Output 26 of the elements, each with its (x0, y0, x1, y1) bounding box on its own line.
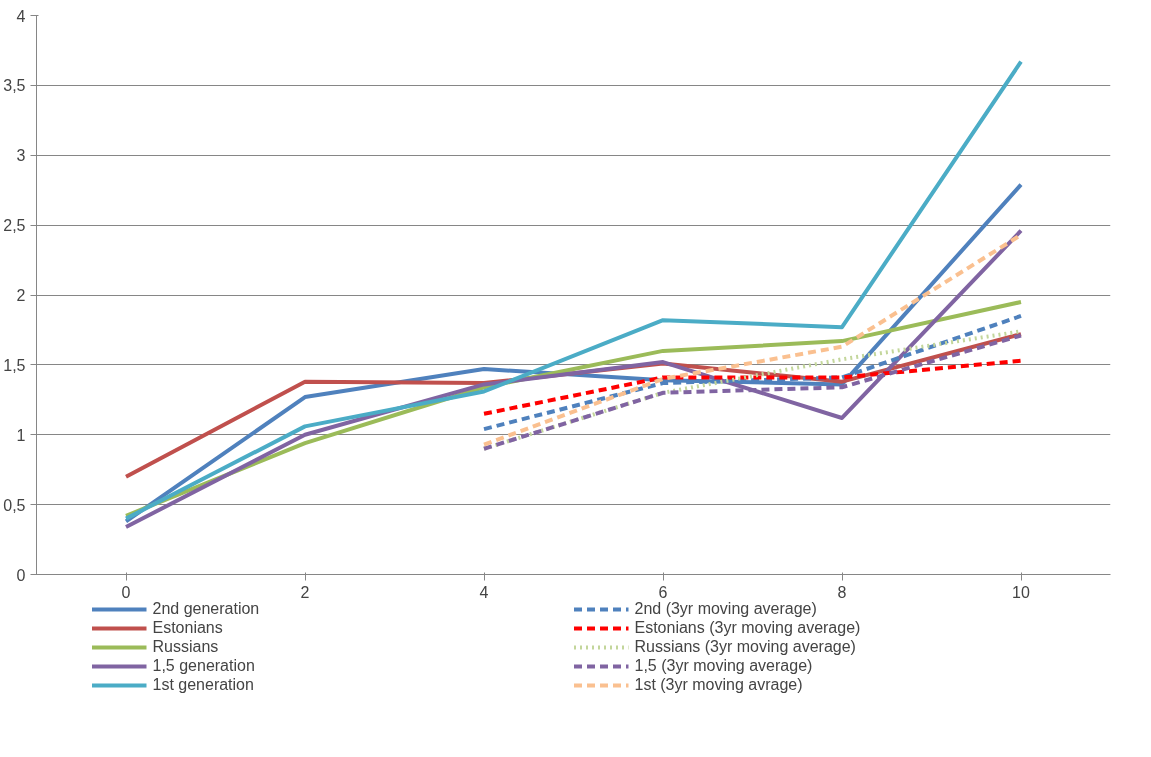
x-tick-label: 6 (658, 583, 668, 601)
legend-label: Russians (152, 638, 220, 656)
x-tick-label: 2 (300, 583, 310, 601)
line-series (124, 59, 1023, 521)
y-tick-label: 3 (16, 147, 26, 165)
y-tick-label: 3,5 (3, 77, 26, 95)
y-tick-label: 0 (16, 566, 26, 584)
legend-label: 1,5 (3yr moving average) (634, 657, 814, 675)
y-tick-label: 0,5 (3, 496, 26, 514)
legend-label: Estonians (3yr moving average) (634, 619, 862, 637)
legend-label: 2nd generation (152, 600, 261, 618)
legend-label: 1st (3yr moving avrage) (634, 676, 804, 694)
x-tick-label: 0 (121, 583, 131, 601)
legend-label: 2nd (3yr moving average) (634, 600, 818, 618)
y-tick-label: 2,5 (3, 217, 26, 235)
legend-label: 1,5 generation (152, 657, 256, 675)
y-tick-label: 1 (16, 426, 26, 444)
legend-label: Russians (3yr moving average) (634, 638, 857, 656)
x-tick-label: 4 (479, 583, 489, 601)
x-tick-label: 8 (837, 583, 847, 601)
y-tick-label: 1,5 (3, 356, 26, 374)
y-tick-label: 2 (16, 287, 26, 304)
legend-label: 1st generation (152, 676, 255, 694)
x-tick-label: 10 (1012, 583, 1030, 601)
legend-label: Estonians (152, 619, 224, 637)
y-tick-label: 4 (16, 7, 26, 25)
